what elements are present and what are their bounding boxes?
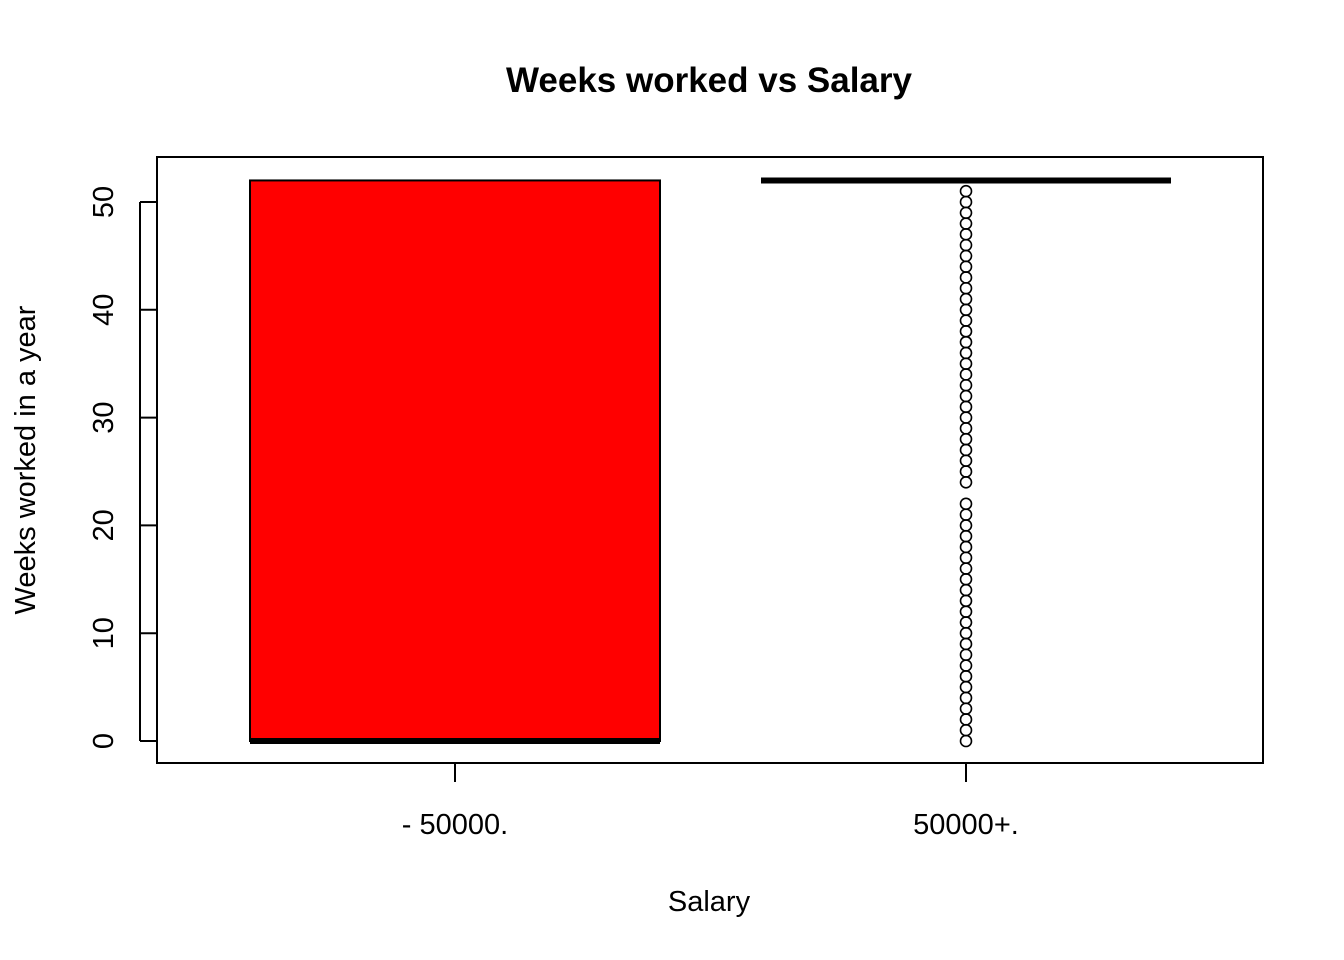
outlier-point xyxy=(959,195,973,209)
outlier-point xyxy=(959,206,973,220)
outlier-point xyxy=(959,475,973,489)
outlier-point xyxy=(959,551,973,565)
y-tick-label: 30 xyxy=(88,401,120,433)
outlier-point xyxy=(959,540,973,554)
outlier-point xyxy=(959,508,973,521)
outlier-point xyxy=(959,184,973,198)
outlier-point xyxy=(959,335,973,349)
outlier-point xyxy=(959,400,973,414)
outlier-point xyxy=(959,292,973,306)
y-tick-label: 20 xyxy=(88,509,120,541)
outliers-group xyxy=(959,184,973,748)
outlier-point xyxy=(959,702,973,715)
y-tick-label: 10 xyxy=(88,617,120,649)
outlier-point xyxy=(959,443,973,457)
chart-title: Weeks worked vs Salary xyxy=(506,61,913,100)
y-axis-label: Weeks worked in a year xyxy=(10,305,42,614)
outlier-point xyxy=(959,680,973,694)
outlier-point xyxy=(959,519,973,532)
outlier-point xyxy=(959,303,973,317)
outlier-point xyxy=(959,422,973,435)
x-axis: - 50000. 50000+. xyxy=(402,763,1019,841)
outlier-point xyxy=(959,637,973,651)
outlier-point xyxy=(959,271,973,284)
outlier-point xyxy=(959,357,973,371)
x-axis-label: Salary xyxy=(668,886,751,918)
y-tick-label: 40 xyxy=(88,294,120,326)
x-tick-label: - 50000. xyxy=(402,809,508,841)
outlier-point xyxy=(959,368,973,381)
outlier-point xyxy=(959,281,973,295)
outlier-point xyxy=(959,238,973,252)
outlier-point xyxy=(959,314,973,327)
outlier-point xyxy=(959,411,973,424)
outlier-point xyxy=(959,626,973,640)
y-axis: 0 10 20 30 40 50 xyxy=(88,186,157,749)
outlier-point xyxy=(959,497,973,511)
outlier-point xyxy=(959,691,973,705)
outlier-point xyxy=(959,605,973,618)
boxes-group xyxy=(249,177,1171,744)
outlier-point xyxy=(959,572,973,586)
outlier-point xyxy=(959,389,973,403)
plot-frame xyxy=(156,156,1264,764)
outlier-point xyxy=(959,562,973,575)
outlier-point xyxy=(959,465,973,478)
outlier-point xyxy=(959,734,973,748)
y-tick-label: 0 xyxy=(88,733,120,749)
box xyxy=(249,179,661,742)
outlier-point xyxy=(959,713,973,726)
outlier-point xyxy=(959,378,973,392)
y-tick-label: 50 xyxy=(88,186,120,218)
outlier-point xyxy=(959,648,973,662)
outlier-point xyxy=(959,249,973,263)
outlier-point xyxy=(959,594,973,608)
outlier-point xyxy=(959,260,973,273)
outlier-point xyxy=(959,432,973,446)
outlier-point xyxy=(959,529,973,543)
outlier-point xyxy=(959,228,973,241)
outlier-point xyxy=(959,583,973,597)
outlier-point xyxy=(959,325,973,338)
outlier-point xyxy=(959,723,973,737)
outlier-point xyxy=(959,616,973,629)
outlier-point xyxy=(959,670,973,683)
x-tick-label: 50000+. xyxy=(913,809,1019,841)
outlier-point xyxy=(959,659,973,672)
outlier-point xyxy=(959,346,973,360)
outlier-point xyxy=(959,217,973,230)
outlier-point xyxy=(959,454,973,468)
